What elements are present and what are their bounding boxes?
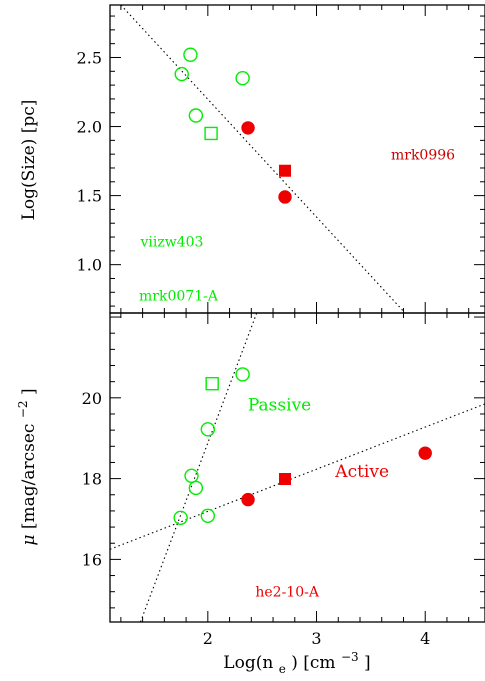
fit-line	[120, 5, 406, 313]
x-axis-title: Log(n e ) [cm −3 ]	[223, 646, 370, 678]
data-point-open-circle	[188, 108, 204, 123]
data-point-filled-square	[279, 164, 291, 177]
x-tick-label: 2	[203, 629, 213, 648]
data-point-filled-circle	[241, 121, 255, 135]
fit-line	[139, 313, 258, 622]
annotation-label: Active	[334, 462, 389, 482]
annotation-label: Passive	[248, 396, 311, 416]
data-point-open-circle	[184, 468, 199, 483]
top-panel: 1.0 1.5 2.0 2.5 mrk0996 viizw403 mrk0071-A	[77, 4, 485, 314]
y-tick-label-bottom: 16	[82, 550, 102, 569]
x-axis-title-unit: ) [cm	[291, 653, 335, 673]
annotation-label: viizw403	[139, 235, 203, 251]
annotation-label: mrk0071-A	[139, 289, 219, 305]
data-point-open-circle	[200, 422, 216, 437]
data-point-filled-square	[279, 473, 291, 486]
mu-symbol: μ	[19, 535, 39, 546]
plot-area-bottom	[110, 313, 485, 622]
data-point-filled-circle	[418, 446, 432, 460]
plot-frame-bottom	[109, 312, 485, 623]
data-point-open-square	[204, 126, 218, 141]
data-point-open-circle	[235, 71, 250, 86]
annotation-label: mrk0996	[391, 148, 455, 164]
y-tick-label-top: 1.5	[77, 187, 102, 206]
y-tick-label-bottom: 18	[82, 470, 102, 489]
y-tick-label-bottom: 20	[82, 389, 102, 408]
y-axis-title-bottom: μ [mag/arcsec −2 ]	[12, 388, 39, 545]
y-tick-label-top: 1.0	[77, 256, 102, 275]
y-axis-title-unit: [mag/arcsec	[19, 424, 39, 530]
data-point-open-circle	[174, 66, 189, 82]
x-axis-title-exponent: −3	[341, 650, 359, 664]
annotation-label: he2-10-A	[255, 585, 319, 601]
x-axis-title-end: ]	[364, 653, 371, 673]
data-point-open-circle	[235, 367, 250, 382]
data-point-open-circle	[200, 508, 216, 523]
y-tick-label-top: 2.0	[77, 118, 102, 137]
x-axis-title-subscript: e	[279, 662, 286, 676]
data-point-open-circle	[173, 510, 188, 525]
fit-line	[110, 403, 485, 550]
data-point-filled-circle	[278, 190, 292, 204]
x-tick-label: 4	[420, 629, 430, 648]
y-axis-title-exponent: −2	[16, 400, 30, 418]
data-point-open-square	[205, 376, 219, 391]
x-tick-label: 3	[311, 629, 321, 648]
bottom-panel: 16 18 20 2 3 4 Passive Active he2-10-A	[82, 312, 485, 648]
data-point-filled-circle	[241, 492, 255, 507]
data-point-open-circle	[188, 480, 204, 496]
data-point-open-circle	[183, 47, 198, 62]
y-tick-label-top: 2.5	[77, 48, 102, 67]
plot-area-top	[120, 5, 406, 313]
y-axis-title-top: Log(Size) [pc]	[19, 100, 39, 221]
y-axis-title-end: ]	[19, 388, 39, 395]
x-axis-title-main: Log(n	[223, 653, 273, 673]
